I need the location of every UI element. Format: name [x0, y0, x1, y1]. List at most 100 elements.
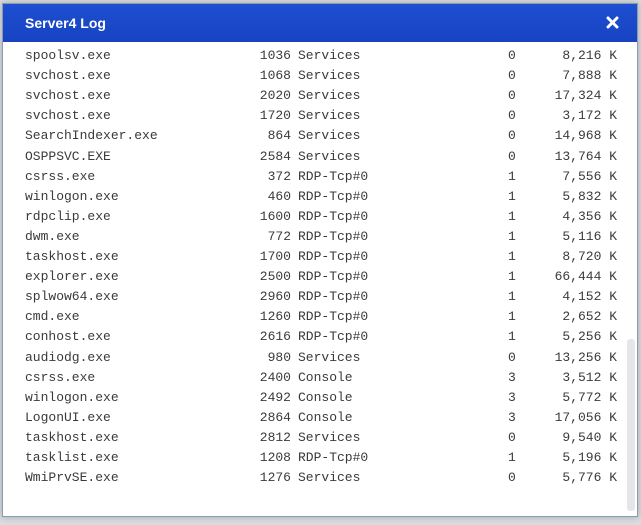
session-name: RDP-Tcp#0 [298, 208, 369, 224]
process-row: winlogon.exe 460 RDP-Tcp#0 1 5,832 K [3, 187, 637, 207]
close-button[interactable] [606, 16, 619, 29]
session-number: 1 [508, 208, 516, 224]
session-name: Console [298, 389, 353, 405]
mem-usage: 5,196 K [562, 450, 617, 465]
session-name: Services [298, 429, 361, 445]
mem-usage: 5,832 K [562, 188, 617, 204]
pid: 2020 [259, 88, 291, 104]
mem-usage: 13,764 K [554, 148, 617, 164]
pid: 2492 [259, 389, 291, 405]
session-number: 0 [508, 68, 516, 84]
pid: 2500 [259, 269, 291, 285]
mem-usage: 4,356 K [562, 208, 617, 224]
session-number: 1 [508, 329, 516, 345]
process-row: csrss.exe 2400 Console 3 3,512 K [3, 368, 637, 388]
session-name: Services [298, 88, 361, 104]
window-title: Server4 Log [25, 15, 106, 31]
process-row: WmiPrvSE.exe 1276 Services 0 5,776 K [3, 468, 637, 488]
title-bar: Server4 Log [3, 4, 637, 42]
session-name: RDP-Tcp#0 [298, 309, 369, 325]
session-number: 0 [508, 108, 516, 124]
image-name: OSPPSVC.EXE [25, 148, 111, 164]
image-name: splwow64.exe [25, 289, 119, 305]
pid: 2960 [259, 289, 291, 305]
session-number: 3 [508, 389, 516, 405]
process-row: explorer.exe 2500 RDP-Tcp#0 1 66,444 K [3, 267, 637, 287]
mem-usage: 5,256 K [562, 329, 617, 345]
log-dialog: Server4 Log spoolsv.exe 1036 Services 0 8,21… [2, 3, 638, 517]
image-name: rdpclip.exe [25, 208, 111, 224]
image-name: csrss.exe [25, 369, 96, 385]
process-row: taskhost.exe 1700 RDP-Tcp#0 1 8,720 K [3, 247, 637, 267]
process-row: LogonUI.exe 2864 Console 3 17,056 K [3, 408, 637, 428]
mem-usage: 14,968 K [554, 128, 617, 144]
image-name: svchost.exe [25, 88, 111, 104]
session-name: RDP-Tcp#0 [298, 188, 369, 204]
session-number: 0 [508, 88, 516, 104]
pid: 980 [267, 349, 291, 365]
image-name: WmiPrvSE.exe [25, 470, 119, 486]
process-row: rdpclip.exe 1600 RDP-Tcp#0 1 4,356 K [3, 207, 637, 227]
session-number: 0 [508, 148, 516, 164]
session-name: RDP-Tcp#0 [298, 269, 369, 285]
close-icon [606, 16, 619, 29]
mem-usage: 3,512 K [562, 369, 617, 385]
process-row: winlogon.exe 2492 Console 3 5,772 K [3, 388, 637, 408]
pid: 1276 [259, 470, 291, 486]
process-row: conhost.exe 2616 RDP-Tcp#0 1 5,256 K [3, 327, 637, 347]
mem-usage: 5,776 K [562, 470, 617, 486]
session-number: 1 [508, 309, 516, 325]
session-name: RDP-Tcp#0 [298, 450, 369, 465]
image-name: taskhost.exe [25, 429, 119, 445]
session-number: 0 [508, 48, 516, 63]
mem-usage: 13,256 K [554, 349, 617, 365]
session-name: RDP-Tcp#0 [298, 289, 369, 305]
session-number: 1 [508, 228, 516, 244]
process-row: splwow64.exe 2960 RDP-Tcp#0 1 4,152 K [3, 287, 637, 307]
image-name: spoolsv.exe [25, 48, 111, 63]
session-name: RDP-Tcp#0 [298, 228, 369, 244]
session-name: RDP-Tcp#0 [298, 168, 369, 184]
session-number: 1 [508, 188, 516, 204]
session-number: 0 [508, 470, 516, 486]
process-row: csrss.exe 372 RDP-Tcp#0 1 7,556 K [3, 167, 637, 187]
pid: 864 [267, 128, 291, 144]
session-number: 1 [508, 450, 516, 465]
mem-usage: 5,772 K [562, 389, 617, 405]
pid: 2400 [259, 369, 291, 385]
mem-usage: 3,172 K [562, 108, 617, 124]
mem-usage: 7,888 K [562, 68, 617, 84]
mem-usage: 17,324 K [554, 88, 617, 104]
process-row: OSPPSVC.EXE 2584 Services 0 13,764 K [3, 147, 637, 167]
mem-usage: 2,652 K [562, 309, 617, 325]
pid: 2616 [259, 329, 291, 345]
pid: 1720 [259, 108, 291, 124]
image-name: taskhost.exe [25, 249, 119, 264]
process-row: cmd.exe 1260 RDP-Tcp#0 1 2,652 K [3, 307, 637, 327]
scrollbar[interactable] [627, 339, 635, 511]
session-name: Services [298, 48, 361, 63]
session-number: 1 [508, 168, 516, 184]
pid: 772 [267, 228, 291, 244]
image-name: svchost.exe [25, 108, 111, 124]
process-row: audiodg.exe 980 Services 0 13,256 K [3, 348, 637, 368]
session-name: Services [298, 148, 361, 164]
mem-usage: 17,056 K [554, 409, 617, 425]
session-name: RDP-Tcp#0 [298, 329, 369, 345]
process-row: svchost.exe 1720 Services 0 3,172 K [3, 106, 637, 126]
process-row: svchost.exe 2020 Services 0 17,324 K [3, 86, 637, 106]
image-name: LogonUI.exe [25, 409, 111, 425]
session-number: 1 [508, 269, 516, 285]
session-name: Console [298, 409, 353, 425]
process-row: tasklist.exe 1208 RDP-Tcp#0 1 5,196 K [3, 448, 637, 468]
pid: 2584 [259, 148, 291, 164]
process-row: taskhost.exe 2812 Services 0 9,540 K [3, 428, 637, 448]
image-name: winlogon.exe [25, 389, 119, 405]
session-name: Services [298, 128, 361, 144]
image-name: conhost.exe [25, 329, 111, 345]
pid: 1260 [259, 309, 291, 325]
image-name: audiodg.exe [25, 349, 111, 365]
session-number: 1 [508, 289, 516, 305]
image-name: svchost.exe [25, 68, 111, 84]
